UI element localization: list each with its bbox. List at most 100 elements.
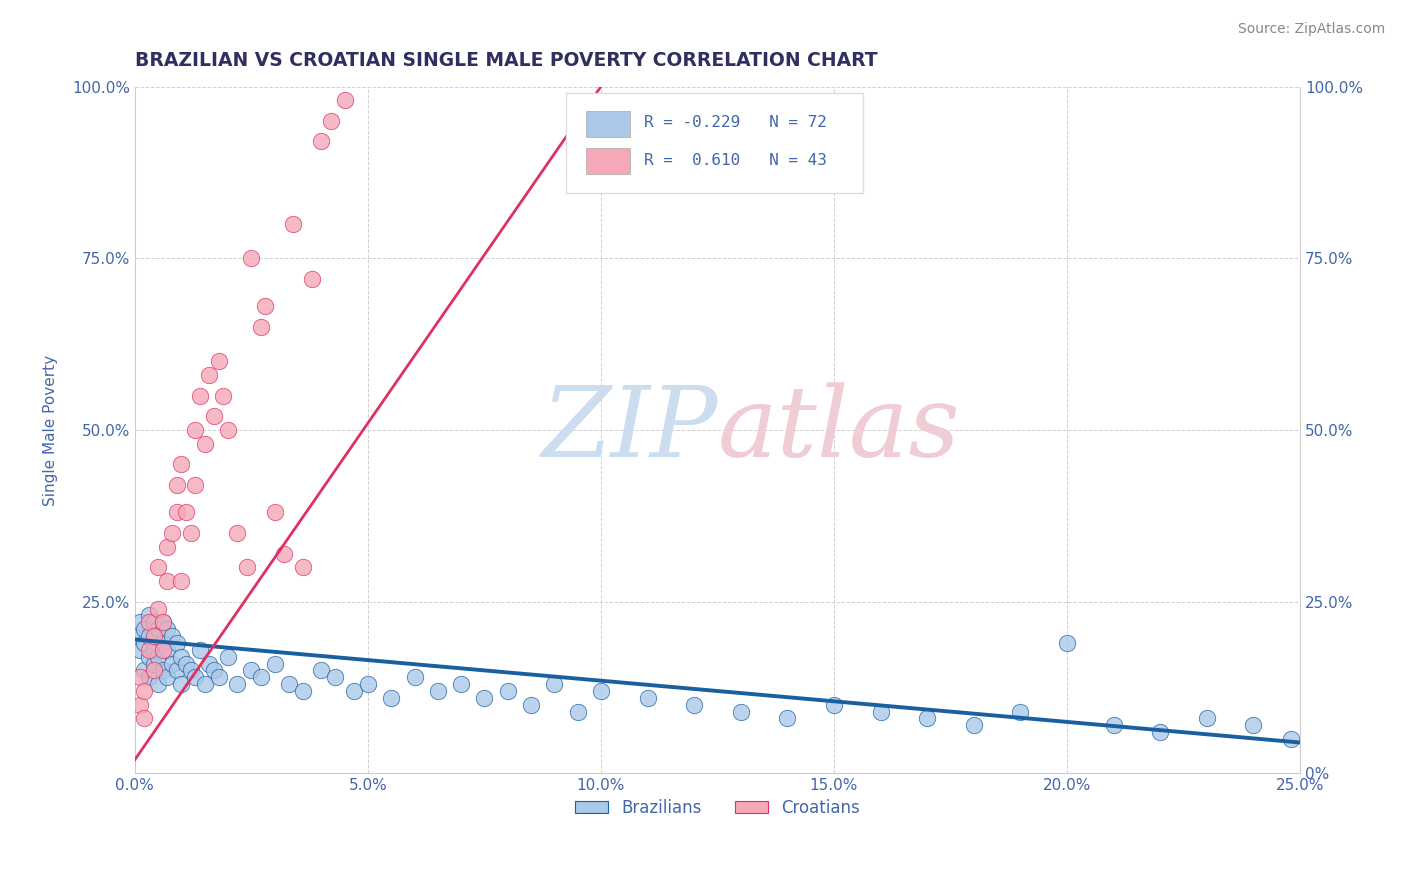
Point	[1149, 725, 1171, 739]
Point	[226, 677, 249, 691]
Point	[226, 526, 249, 541]
Point	[146, 622, 169, 636]
Point	[450, 677, 472, 691]
Point	[202, 409, 225, 424]
Point	[240, 252, 263, 266]
Point	[184, 423, 207, 437]
Point	[138, 649, 160, 664]
Point	[142, 642, 165, 657]
Point	[180, 526, 202, 541]
Point	[291, 684, 314, 698]
Point	[273, 547, 295, 561]
Point	[1195, 711, 1218, 725]
Point	[1241, 718, 1264, 732]
Point	[152, 636, 174, 650]
Point	[263, 505, 285, 519]
Point	[156, 540, 179, 554]
Point	[188, 389, 211, 403]
Point	[194, 436, 217, 450]
Bar	[586, 148, 630, 174]
Point	[138, 670, 160, 684]
Point	[1279, 732, 1302, 747]
Point	[343, 684, 366, 698]
Point	[156, 574, 179, 588]
Point	[152, 615, 174, 630]
Point	[589, 684, 612, 698]
Point	[496, 684, 519, 698]
Point	[156, 642, 179, 657]
Point	[142, 615, 165, 630]
Point	[311, 135, 333, 149]
Point	[160, 629, 183, 643]
Point	[180, 664, 202, 678]
Point	[134, 636, 156, 650]
Point	[146, 560, 169, 574]
Point	[174, 505, 197, 519]
Point	[404, 670, 426, 684]
Point	[823, 698, 845, 712]
Point	[426, 684, 449, 698]
Point	[1010, 705, 1032, 719]
Point	[963, 718, 986, 732]
Point	[166, 636, 188, 650]
Point	[142, 664, 165, 678]
Point	[730, 705, 752, 719]
Point	[567, 705, 589, 719]
Point	[170, 574, 193, 588]
Point	[637, 690, 659, 705]
Point	[217, 423, 239, 437]
Point	[128, 615, 150, 630]
Text: ZIP: ZIP	[541, 383, 717, 477]
Point	[170, 677, 193, 691]
Point	[249, 320, 271, 334]
Point	[160, 657, 183, 671]
Point	[543, 677, 565, 691]
Point	[146, 601, 169, 615]
Point	[776, 711, 799, 725]
Point	[194, 677, 217, 691]
Point	[152, 642, 174, 657]
Point	[323, 670, 346, 684]
Point	[134, 684, 156, 698]
Point	[134, 711, 156, 725]
Point	[683, 698, 706, 712]
Point	[520, 698, 543, 712]
Point	[138, 615, 160, 630]
Point	[170, 649, 193, 664]
Point	[156, 670, 179, 684]
Point	[146, 677, 169, 691]
Point	[202, 664, 225, 678]
Point	[277, 677, 299, 691]
Point	[134, 664, 156, 678]
Text: atlas: atlas	[717, 383, 960, 477]
Text: R =  0.610   N = 43: R = 0.610 N = 43	[644, 153, 827, 169]
Point	[128, 642, 150, 657]
Text: BRAZILIAN VS CROATIAN SINGLE MALE POVERTY CORRELATION CHART: BRAZILIAN VS CROATIAN SINGLE MALE POVERT…	[135, 51, 877, 70]
Point	[235, 560, 257, 574]
Point	[208, 354, 231, 368]
Point	[156, 622, 179, 636]
Bar	[586, 111, 630, 136]
Point	[291, 560, 314, 574]
Point	[142, 657, 165, 671]
Point	[128, 698, 150, 712]
Point	[138, 608, 160, 623]
Point	[198, 368, 221, 382]
Point	[217, 649, 239, 664]
Point	[301, 272, 323, 286]
Point	[134, 622, 156, 636]
Text: Source: ZipAtlas.com: Source: ZipAtlas.com	[1237, 22, 1385, 37]
Point	[311, 664, 333, 678]
Point	[138, 642, 160, 657]
Point	[170, 458, 193, 472]
Point	[249, 670, 271, 684]
FancyBboxPatch shape	[567, 94, 863, 193]
Point	[212, 389, 235, 403]
Point	[474, 690, 496, 705]
Point	[198, 657, 221, 671]
Point	[869, 705, 891, 719]
Point	[128, 670, 150, 684]
Point	[166, 505, 188, 519]
Point	[915, 711, 938, 725]
Point	[263, 657, 285, 671]
